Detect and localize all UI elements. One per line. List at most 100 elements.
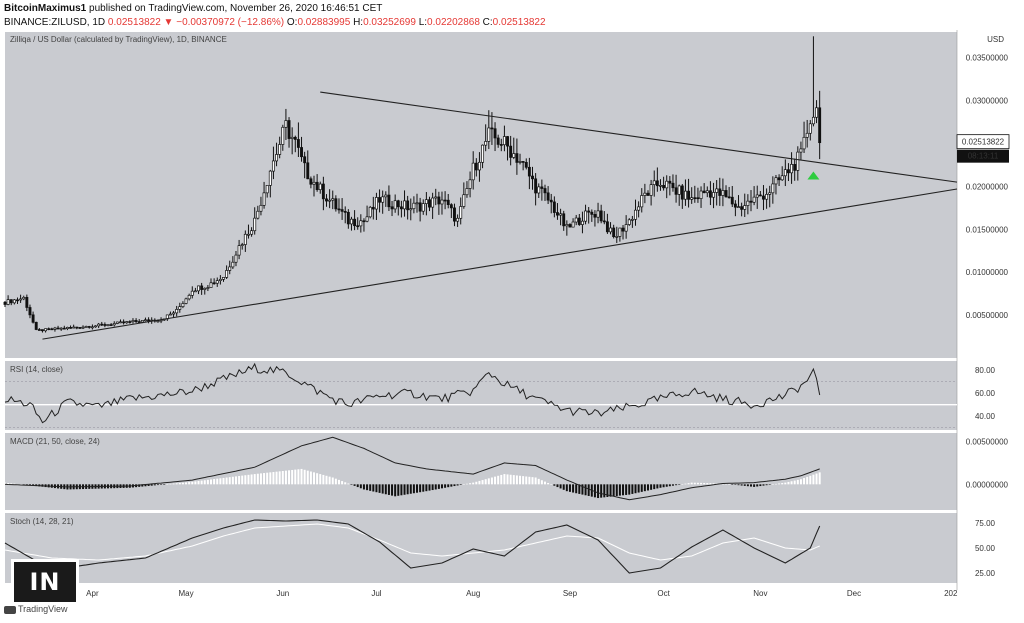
candle-body: [87, 326, 91, 328]
candle-body: [284, 120, 288, 128]
candle-body: [518, 161, 522, 163]
candle-body: [16, 299, 19, 302]
candle-body: [106, 324, 110, 326]
candle-body: [378, 197, 382, 203]
candle-body: [543, 188, 547, 194]
macd-histogram-bar: [222, 477, 225, 485]
candle-body: [699, 190, 703, 199]
macd-histogram-bar: [787, 481, 790, 485]
macd-histogram-bar: [28, 484, 31, 486]
macd-histogram-bar: [381, 484, 384, 494]
candle-body: [487, 127, 491, 142]
macd-histogram-bar: [244, 475, 247, 485]
macd-histogram-bar: [681, 484, 684, 485]
macd-histogram-bar: [16, 483, 19, 485]
candle-body: [262, 192, 266, 206]
x-tick-label: Sep: [563, 589, 578, 598]
candle-body: [431, 197, 435, 208]
tradingview-watermark: TradingView: [4, 604, 68, 614]
macd-histogram-bar: [531, 477, 534, 485]
candle-body: [147, 319, 151, 322]
macd-histogram-bar: [347, 483, 350, 485]
candle-body: [537, 186, 541, 194]
macd-histogram-bar: [550, 484, 553, 485]
author-name[interactable]: BitcoinMaximus1: [4, 3, 87, 14]
last-price-label: 0.02513822: [962, 138, 1005, 147]
macd-histogram-bar: [734, 484, 737, 485]
x-tick-label: Nov: [753, 589, 767, 598]
macd-histogram-bar: [771, 484, 774, 485]
macd-histogram-bar: [703, 482, 706, 485]
macd-histogram-bar: [275, 471, 278, 485]
candle-body: [331, 198, 335, 201]
stoch-tick-label: 25.00: [975, 569, 996, 578]
candle-body: [733, 203, 737, 208]
candle-body: [41, 329, 44, 332]
candle-body: [724, 190, 728, 198]
candle-body: [156, 320, 160, 323]
macd-histogram-bar: [359, 484, 362, 489]
candle-body: [34, 321, 38, 330]
candle-body: [758, 194, 762, 197]
candle-body: [31, 314, 35, 323]
candle-body: [3, 301, 7, 305]
macd-histogram-bar: [725, 483, 728, 485]
candle-body: [609, 227, 612, 233]
macd-histogram-bar: [568, 484, 571, 492]
chart-canvas[interactable]: Zilliqa / US Dollar (calculated by Tradi…: [0, 30, 1024, 605]
candle-body: [271, 160, 275, 172]
macd-histogram-bar: [172, 483, 175, 485]
macd-histogram-bar: [141, 484, 144, 487]
macd-histogram-bar: [693, 482, 696, 485]
macd-histogram-bar: [662, 484, 665, 488]
candle-body: [346, 211, 350, 225]
candle-body: [237, 245, 241, 256]
x-tick-label: Apr: [86, 589, 99, 598]
symbol-label[interactable]: BINANCE:ZILUSD, 1D: [4, 17, 106, 28]
candle-body: [634, 209, 637, 220]
macd-histogram-bar: [341, 481, 344, 485]
macd-histogram-bar: [213, 479, 216, 485]
candle-body: [256, 210, 260, 219]
candle-body: [184, 298, 188, 304]
candle-body: [493, 128, 497, 139]
candle-body: [340, 209, 344, 212]
candle-body: [815, 107, 818, 118]
candle-body: [740, 206, 744, 210]
candle-body: [546, 192, 550, 201]
candle-body: [802, 136, 806, 150]
macd-histogram-bar: [812, 474, 815, 485]
macd-histogram-bar: [615, 484, 618, 496]
pane-stoch: [5, 513, 957, 583]
macd-histogram-bar: [250, 474, 253, 485]
macd-histogram-bar: [397, 484, 400, 496]
macd-histogram-bar: [665, 484, 668, 487]
candle-body: [552, 201, 556, 213]
macd-histogram-bar: [796, 479, 799, 485]
candle-body: [296, 139, 300, 148]
candle-body: [509, 145, 513, 158]
macd-histogram-bar: [387, 484, 390, 495]
macd-histogram-bar: [259, 473, 262, 485]
macd-histogram-bar: [400, 484, 403, 496]
candle-body: [652, 180, 656, 185]
candle-body: [643, 192, 647, 196]
candle-body: [321, 183, 325, 200]
breakout-arrow-icon: [807, 171, 820, 180]
macd-histogram-bar: [659, 484, 662, 488]
candle-body: [446, 199, 450, 205]
candle-body: [777, 177, 781, 181]
candle-body: [100, 323, 104, 326]
candle-body: [665, 180, 669, 189]
candle-body: [318, 183, 322, 191]
macd-histogram-bar: [559, 484, 562, 489]
candle-body: [303, 156, 307, 164]
candle-body: [312, 181, 316, 185]
macd-histogram-bar: [200, 480, 203, 485]
candle-body: [228, 266, 232, 271]
candle-body: [683, 190, 687, 200]
candle-body: [755, 194, 759, 198]
candle-body: [103, 324, 107, 326]
candle-body: [119, 321, 122, 324]
macd-histogram-bar: [562, 484, 565, 490]
